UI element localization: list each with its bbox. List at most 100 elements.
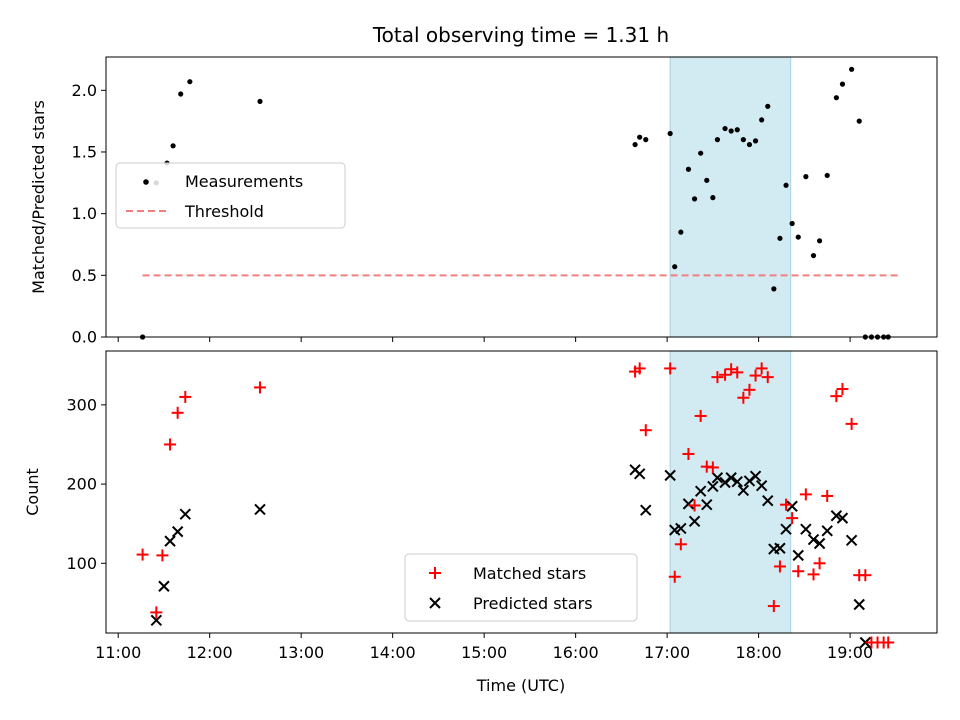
- matched-star-point: [719, 368, 732, 381]
- measurement-point: [795, 234, 801, 240]
- measurement-point: [728, 128, 734, 134]
- matched-star-point: [799, 488, 812, 501]
- matched-star-point: [156, 549, 169, 562]
- matched-star-point: [813, 557, 826, 570]
- predicted-star-point: [640, 504, 652, 516]
- top-legend-box: [115, 162, 346, 229]
- top-axes-frame: [105, 56, 938, 338]
- measurement-point: [710, 195, 716, 201]
- bottom-legend: Matched stars Predicted stars: [404, 553, 638, 622]
- matched-star-point: [682, 447, 695, 460]
- matched-star-point: [688, 499, 701, 512]
- y-tick-label: 200: [66, 475, 97, 494]
- matched-star-point: [773, 560, 786, 573]
- legend-measurements-marker: [143, 179, 149, 185]
- matched-star-point: [780, 498, 793, 511]
- top-x-axis-ticks: [117, 337, 851, 342]
- matched-star-point: [639, 424, 652, 437]
- x-tick-label: 19:00: [827, 643, 873, 662]
- predicted-star-point: [158, 580, 170, 592]
- matched-star-point: [761, 371, 774, 384]
- y-tick-label: 2.0: [72, 81, 97, 100]
- predicted-star-point: [701, 498, 713, 511]
- predicted-star-point: [682, 498, 695, 510]
- bottom-y-axis: 100 200 300: [66, 395, 106, 573]
- measurement-point: [643, 137, 649, 143]
- predicted-star-point: [762, 495, 774, 507]
- measurement-point: [771, 286, 777, 292]
- matched-star-point: [254, 381, 267, 394]
- bottom-x-axis: 11:00 12:00 13:00 14:00 15:00 16:00 17:00 18:00…: [95, 633, 873, 662]
- legend-matched-marker: [429, 567, 441, 579]
- matched-star-point: [755, 362, 768, 375]
- measurement-point: [839, 81, 846, 87]
- bottom-axes-frame: [105, 350, 938, 634]
- measurement-point: [734, 127, 740, 133]
- measurement-point: [178, 91, 184, 97]
- predicted-star-point: [633, 468, 646, 480]
- measurement-point: [740, 137, 746, 143]
- bottom-panel: 100 200 300 11:00 12:00 13:00 14:00 15:00 16:00…: [23, 350, 938, 695]
- chart-title: Total observing time = 1.31 h: [372, 23, 669, 47]
- predicted-star-point: [813, 537, 826, 550]
- x-tick-label: 13:00: [278, 643, 324, 662]
- predicted-star-point: [786, 500, 798, 512]
- matched-star-point: [821, 489, 834, 502]
- matched-star-point: [136, 548, 149, 561]
- matched-star-point: [792, 565, 805, 578]
- legend-matched-label: Matched stars: [473, 564, 586, 583]
- predicted-star-point: [792, 549, 804, 562]
- predicted-star-point: [664, 469, 676, 482]
- predicted-stars-series: [150, 464, 872, 649]
- measurement-point: [816, 238, 823, 244]
- matched-star-point: [633, 362, 646, 375]
- predicted-star-point: [171, 525, 184, 538]
- matched-star-point: [882, 636, 895, 649]
- y-tick-label: 100: [66, 554, 97, 573]
- predicted-star-point: [694, 485, 707, 497]
- y-tick-label: 1.0: [72, 204, 97, 223]
- measurement-point: [714, 137, 721, 143]
- predicted-star-point: [737, 484, 750, 497]
- measurement-point: [765, 103, 771, 109]
- matched-star-point: [164, 438, 177, 451]
- y-tick-label: 300: [66, 395, 97, 414]
- predicted-star-point: [164, 535, 176, 547]
- predicted-star-point: [845, 534, 858, 547]
- measurement-point: [722, 125, 728, 132]
- matched-stars-series: [136, 362, 895, 649]
- predicted-star-point: [821, 525, 833, 537]
- matched-star-point: [725, 363, 738, 376]
- measurement-point: [257, 98, 263, 105]
- measurement-point: [187, 79, 193, 85]
- measurement-point: [824, 172, 830, 179]
- top-legend: Measurements Threshold: [115, 162, 346, 229]
- measurement-point: [746, 141, 753, 148]
- predicted-star-point: [688, 515, 701, 528]
- matched-star-point: [836, 383, 849, 396]
- measurement-point: [667, 130, 673, 137]
- y-tick-label: 0.0: [72, 328, 97, 347]
- observing-interval-shade-bottom: [669, 350, 792, 634]
- measurement-point: [672, 264, 678, 270]
- measurement-point: [856, 118, 862, 124]
- matched-star-point: [749, 369, 762, 382]
- x-tick-label: 16:00: [553, 643, 599, 662]
- matched-star-point: [807, 568, 820, 581]
- matched-star-point: [845, 417, 858, 430]
- bottom-y-axis-label: Count: [23, 468, 42, 516]
- matched-star-point: [731, 366, 744, 379]
- matched-star-point: [171, 406, 184, 419]
- predicted-star-point: [711, 472, 724, 484]
- legend-threshold-label: Threshold: [184, 202, 264, 221]
- bottom-legend-box: [404, 553, 638, 622]
- measurement-point: [704, 177, 710, 183]
- predicted-star-point: [707, 480, 719, 493]
- measurement-point: [685, 166, 692, 172]
- predicted-star-point: [254, 503, 266, 516]
- matched-star-point: [743, 383, 756, 396]
- measurement-point: [698, 150, 704, 156]
- measurement-point: [810, 252, 817, 259]
- x-tick-label: 14:00: [370, 643, 416, 662]
